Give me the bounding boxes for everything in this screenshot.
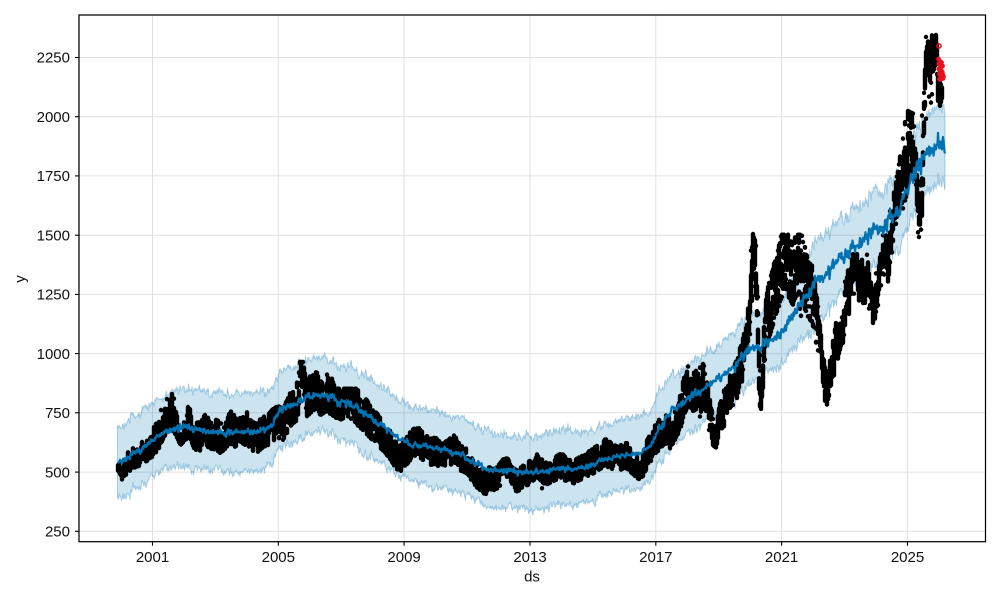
svg-text:500: 500 [45, 464, 70, 481]
svg-text:2000: 2000 [37, 109, 70, 126]
svg-text:2250: 2250 [37, 50, 70, 67]
svg-text:2001: 2001 [136, 549, 169, 566]
svg-text:2021: 2021 [765, 549, 798, 566]
svg-text:2005: 2005 [262, 549, 295, 566]
svg-text:1500: 1500 [37, 227, 70, 244]
svg-text:ds: ds [524, 569, 540, 586]
svg-text:2017: 2017 [639, 549, 672, 566]
svg-text:y: y [12, 275, 29, 283]
svg-text:750: 750 [45, 405, 70, 422]
svg-text:1250: 1250 [37, 287, 70, 304]
svg-text:250: 250 [45, 524, 70, 541]
svg-text:1750: 1750 [37, 168, 70, 185]
svg-text:1000: 1000 [37, 346, 70, 363]
svg-text:2025: 2025 [891, 549, 924, 566]
svg-text:2013: 2013 [513, 549, 546, 566]
svg-text:2009: 2009 [387, 549, 420, 566]
